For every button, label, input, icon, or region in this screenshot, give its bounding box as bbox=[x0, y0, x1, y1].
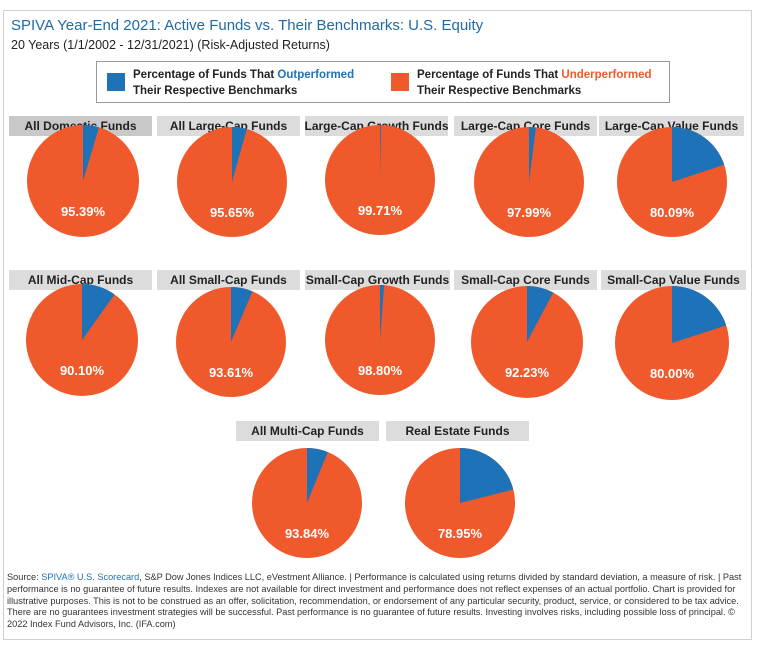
pie-group: Small-Cap Growth Funds 98.80% bbox=[305, 270, 450, 395]
pie-slice-outperformed bbox=[529, 127, 536, 182]
pie-slice-outperformed bbox=[83, 125, 99, 181]
pie-title: Small-Cap Value Funds bbox=[607, 273, 740, 287]
pie-data-label: 98.80% bbox=[358, 363, 403, 378]
pie-title-box bbox=[305, 270, 450, 290]
legend-label-underperformed: Percentage of Funds That Underperformed … bbox=[417, 67, 652, 99]
legend-out-highlight: Outperformed bbox=[277, 69, 355, 81]
pie-slice-outperformed bbox=[380, 285, 385, 340]
pie-data-label: 90.10% bbox=[60, 363, 105, 378]
legend-out-prefix: Percentage of Funds That bbox=[133, 69, 278, 81]
pie-data-label: 93.61% bbox=[209, 365, 254, 380]
pie-slice-outperformed bbox=[460, 448, 514, 503]
pie-group: All Large-Cap Funds 95.65% bbox=[157, 116, 300, 237]
pie-data-label: 92.23% bbox=[505, 365, 550, 380]
chart-title: SPIVA Year-End 2021: Active Funds vs. Th… bbox=[11, 17, 484, 34]
pie-data-label: 78.95% bbox=[438, 526, 483, 541]
pie-group: Real Estate Funds 78.95% bbox=[386, 421, 529, 558]
pie-title: All Multi-Cap Funds bbox=[251, 424, 364, 438]
chart-subtitle: 20 Years (1/1/2002 - 12/31/2021) (Risk-A… bbox=[11, 38, 330, 52]
pie-group: All Mid-Cap Funds 90.10% bbox=[9, 270, 152, 396]
pie-title: Real Estate Funds bbox=[405, 424, 509, 438]
legend-under-highlight: Underperformed bbox=[561, 69, 652, 81]
pie-title-box bbox=[454, 270, 597, 290]
pie-title-box bbox=[454, 116, 597, 136]
legend-under-line2: Their Respective Benchmarks bbox=[417, 85, 582, 97]
pie-title: Small-Cap Growth Funds bbox=[306, 273, 450, 287]
pie-slice-outperformed bbox=[231, 287, 253, 342]
pie-title: All Small-Cap Funds bbox=[170, 273, 287, 287]
pie-group: Small-Cap Value Funds 80.00% bbox=[601, 270, 746, 400]
pie-title-box bbox=[157, 270, 300, 290]
pie-title-box bbox=[236, 421, 379, 441]
pie-title: All Large-Cap Funds bbox=[170, 119, 288, 133]
pie-slice-outperformed bbox=[672, 127, 725, 182]
pie-data-label: 99.71% bbox=[358, 203, 403, 218]
legend-swatch-outperformed bbox=[107, 73, 125, 91]
footer-text: , S&P Dow Jones Indices LLC, eVestment A… bbox=[7, 572, 742, 630]
pie-group: All Small-Cap Funds 93.61% bbox=[157, 270, 300, 397]
pie-data-label: 97.99% bbox=[507, 205, 552, 220]
pie-group: Large-Cap Value Funds 80.09% bbox=[599, 116, 744, 237]
pie-data-label: 93.84% bbox=[285, 526, 330, 541]
footer-source-prefix: Source: bbox=[7, 572, 42, 582]
pie-title-box bbox=[157, 116, 300, 136]
pie-title-box bbox=[599, 116, 744, 136]
pie-title-box bbox=[601, 270, 746, 290]
pie-slice-outperformed bbox=[527, 286, 554, 342]
legend: Percentage of Funds That Outperformed Th… bbox=[96, 61, 670, 103]
pie-data-label: 80.09% bbox=[650, 205, 695, 220]
legend-swatch-underperformed bbox=[391, 73, 409, 91]
pie-slice-outperformed bbox=[380, 125, 382, 180]
pie-data-label: 80.00% bbox=[650, 366, 695, 381]
pie-slice-outperformed bbox=[307, 448, 328, 503]
pie-group: Small-Cap Core Funds 92.23% bbox=[454, 270, 597, 398]
legend-under-prefix: Percentage of Funds That bbox=[417, 69, 562, 81]
pie-title: Small-Cap Core Funds bbox=[461, 273, 590, 287]
legend-out-line2: Their Respective Benchmarks bbox=[133, 85, 298, 97]
pie-title: Large-Cap Value Funds bbox=[605, 119, 739, 133]
pie-data-label: 95.39% bbox=[61, 204, 106, 219]
pie-group: Large-Cap Core Funds 97.99% bbox=[454, 116, 597, 237]
pie-title: All Mid-Cap Funds bbox=[28, 273, 134, 287]
pie-data-label: 95.65% bbox=[210, 205, 255, 220]
pie-slice-outperformed bbox=[672, 286, 727, 343]
pie-slice-outperformed bbox=[232, 127, 247, 182]
pie-title: Large-Cap Core Funds bbox=[461, 119, 591, 133]
source-link[interactable]: SPIVA® U.S. Scorecard bbox=[41, 572, 140, 582]
legend-label-outperformed: Percentage of Funds That Outperformed Th… bbox=[133, 67, 354, 99]
pie-title-box bbox=[9, 270, 152, 290]
pie-slice-outperformed bbox=[82, 284, 115, 340]
footer-source-note: Source: SPIVA® U.S. Scorecard, S&P Dow J… bbox=[7, 572, 747, 631]
pie-group: All Multi-Cap Funds 93.84% bbox=[236, 421, 379, 558]
pie-title-box bbox=[386, 421, 529, 441]
